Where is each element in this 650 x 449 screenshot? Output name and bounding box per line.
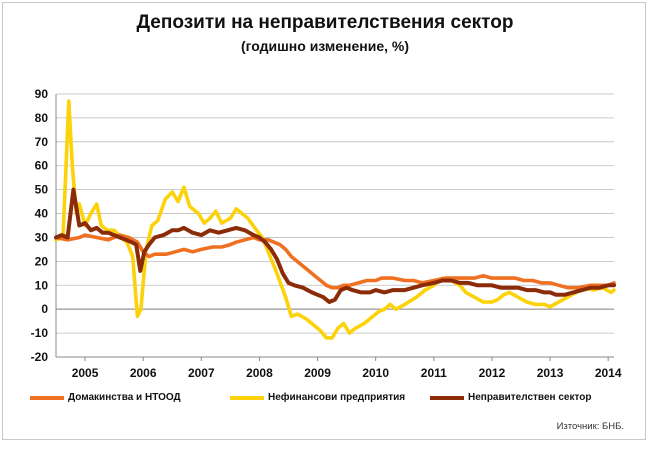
gridlines	[56, 93, 614, 358]
y-tick-label: 80	[35, 111, 49, 125]
y-tick-label: 70	[35, 135, 49, 149]
y-tick-label: 0	[41, 302, 48, 316]
x-tick-label: 2013	[537, 366, 564, 380]
legend-swatch-households	[30, 395, 64, 400]
x-tick-label: 2011	[421, 366, 447, 380]
legend-label-households: Домакинства и НТООД	[68, 392, 181, 403]
chart-frame	[2, 2, 646, 440]
legend-label-nonfinancial: Нефинансови предприятия	[268, 392, 406, 403]
y-tick-label: 60	[35, 159, 49, 173]
legend-item-households: Домакинства и НТООД	[30, 392, 181, 403]
x-tick-label: 2006	[130, 366, 157, 380]
legend-item-nongovernment: Неправителствен сектор	[430, 392, 591, 403]
y-tick-label: -20	[31, 350, 49, 364]
legend-swatch-nonfinancial	[230, 395, 264, 400]
y-tick-label: 10	[35, 278, 49, 292]
chart-subtitle: (годишно изменение, %)	[240, 38, 410, 54]
source-note: Източник: БНБ.	[556, 421, 624, 432]
series-lines	[54, 99, 616, 340]
legend-swatch-nongovernment	[430, 395, 464, 400]
y-tick-label: 40	[35, 207, 49, 221]
y-tick-label: 20	[35, 254, 49, 268]
series-line-2	[54, 187, 616, 304]
y-tick-label: -10	[31, 326, 49, 340]
x-tick-label: 2012	[479, 366, 506, 380]
x-tick-label: 2008	[246, 366, 273, 380]
x-tick-label: 2014	[595, 366, 622, 380]
y-tick-label: 90	[35, 87, 49, 101]
x-tick-label: 2007	[188, 366, 215, 380]
legend-item-nonfinancial: Нефинансови предприятия	[230, 392, 405, 403]
chart-title: Депозити на неправителствения сектор	[136, 12, 514, 33]
legend-label-nongovernment: Неправителствен сектор	[468, 392, 592, 403]
x-tick-label: 2009	[304, 366, 331, 380]
series-line-1	[54, 99, 616, 340]
y-tick-label: 30	[35, 230, 49, 244]
series-line-0	[54, 233, 616, 290]
y-tick-label: 50	[35, 183, 49, 197]
legend: Домакинства и НТООД Нефинансови предприя…	[0, 392, 650, 412]
x-tick-label: 2010	[362, 366, 389, 380]
x-tick-label: 2005	[72, 366, 99, 380]
